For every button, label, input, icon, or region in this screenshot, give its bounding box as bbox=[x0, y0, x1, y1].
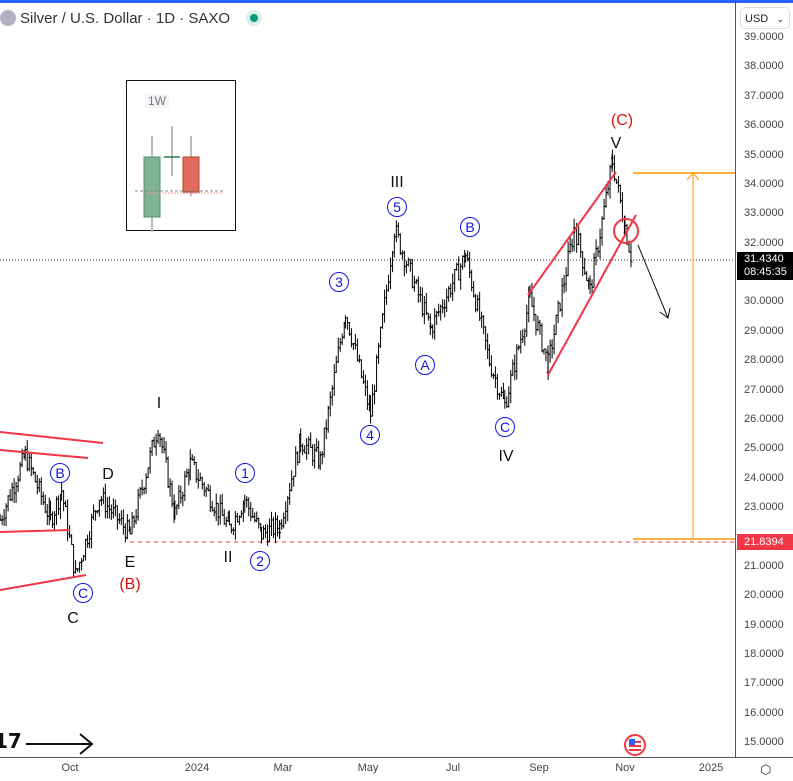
triangle-trendline bbox=[0, 449, 89, 459]
price-tick: 26.0000 bbox=[744, 412, 784, 425]
inset-timeframe: 1W bbox=[145, 94, 169, 108]
triangle-trendline bbox=[0, 574, 87, 591]
channel-upper-line bbox=[527, 171, 617, 296]
silver-symbol-icon bbox=[0, 10, 16, 26]
wave-label-circled-1: 1 bbox=[235, 463, 255, 483]
wave-label-iii: III bbox=[390, 174, 404, 191]
bar-countdown: 08:45:35 bbox=[744, 266, 787, 278]
wave-label-b-major: (B) bbox=[119, 576, 141, 593]
wave-label-v: V bbox=[610, 135, 622, 152]
price-tick: 30.0000 bbox=[744, 295, 784, 308]
wave-label-circled-2: 2 bbox=[250, 551, 270, 571]
last-price-label: 31.4340 08:45:35 bbox=[737, 252, 793, 280]
channel-lower-line bbox=[547, 214, 637, 376]
price-tick: 17.0000 bbox=[744, 677, 784, 690]
projection-arrow bbox=[637, 244, 669, 319]
currency-value: USD bbox=[745, 13, 769, 25]
triangle-trendline bbox=[0, 431, 104, 444]
wave-label-circled-a: A bbox=[415, 355, 435, 375]
currency-select[interactable]: USD ⌄ bbox=[740, 7, 790, 29]
wave-label-circled-5: 5 bbox=[387, 197, 407, 217]
wave-label-ii: II bbox=[223, 549, 233, 566]
tradingview-logo: 17 bbox=[0, 729, 94, 755]
time-label: Sep bbox=[529, 762, 549, 774]
price-tick: 34.0000 bbox=[744, 177, 784, 190]
breakout-circle bbox=[613, 218, 639, 244]
level-label: 21.8394 bbox=[737, 534, 793, 550]
price-tick: 28.0000 bbox=[744, 354, 784, 367]
price-tick: 24.0000 bbox=[744, 471, 784, 484]
chevron-down-icon: ⌄ bbox=[776, 14, 784, 24]
time-axis[interactable] bbox=[0, 757, 793, 781]
settings-icon[interactable]: ⬡ bbox=[760, 762, 772, 777]
price-chart[interactable] bbox=[0, 0, 735, 757]
price-tick: 38.0000 bbox=[744, 60, 784, 73]
wave-label-circled-3: 3 bbox=[329, 272, 349, 292]
wave-label-e: E bbox=[124, 554, 136, 571]
price-tick: 21.0000 bbox=[744, 559, 784, 572]
price-tick: 18.0000 bbox=[744, 647, 784, 660]
price-tick: 20.0000 bbox=[744, 589, 784, 602]
time-label: 2024 bbox=[184, 762, 210, 774]
wave-label-i: I bbox=[156, 395, 162, 412]
price-tick: 19.0000 bbox=[744, 618, 784, 631]
time-label: Jul bbox=[445, 762, 461, 774]
time-label: 2025 bbox=[698, 762, 724, 774]
top-accent-bar bbox=[0, 0, 793, 3]
price-tick: 37.0000 bbox=[744, 89, 784, 102]
wave-label-c-major: (C) bbox=[610, 112, 634, 129]
wave-label-circled-4: 4 bbox=[360, 425, 380, 445]
price-tick: 32.0000 bbox=[744, 236, 784, 249]
market-status-icon[interactable] bbox=[246, 10, 263, 26]
us-flag-event-icon[interactable] bbox=[623, 733, 647, 757]
price-tick: 25.0000 bbox=[744, 442, 784, 455]
symbol-title: Silver / U.S. Dollar · 1D · SAXO bbox=[20, 9, 231, 27]
price-tick: 29.0000 bbox=[744, 324, 784, 337]
price-tick: 33.0000 bbox=[744, 207, 784, 220]
time-label: Nov bbox=[615, 762, 635, 774]
triangle-trendline bbox=[0, 529, 71, 533]
last-price: 31.4340 bbox=[744, 253, 784, 265]
wave-label-c: C bbox=[67, 610, 79, 627]
price-tick: 39.0000 bbox=[744, 31, 784, 43]
wave-label-circled-c: C bbox=[73, 583, 93, 603]
wave-label-circled-b2: B bbox=[460, 217, 480, 237]
svg-text:17: 17 bbox=[0, 729, 22, 753]
wave-label-iv: IV bbox=[498, 448, 514, 465]
target-arrowhead bbox=[686, 172, 700, 181]
price-tick: 27.0000 bbox=[744, 383, 784, 396]
weekly-inset: 1W bbox=[126, 80, 236, 232]
price-axis[interactable] bbox=[735, 0, 793, 757]
time-label: Mar bbox=[273, 762, 293, 774]
price-tick: 16.0000 bbox=[744, 706, 784, 719]
projection-arrowhead bbox=[659, 307, 671, 319]
price-tick: 23.0000 bbox=[744, 501, 784, 513]
price-tick: 15.0000 bbox=[744, 736, 784, 748]
price-tick: 36.0000 bbox=[744, 119, 784, 132]
price-tick: 35.0000 bbox=[744, 148, 784, 161]
wave-label-circled-c2: C bbox=[495, 417, 515, 437]
time-label: May bbox=[357, 762, 379, 774]
time-label: Oct bbox=[61, 762, 79, 774]
wave-label-circled-b: B bbox=[50, 463, 70, 483]
wave-label-d: D bbox=[102, 466, 114, 483]
symbol-header[interactable]: Silver / U.S. Dollar · 1D · SAXO bbox=[0, 6, 263, 30]
